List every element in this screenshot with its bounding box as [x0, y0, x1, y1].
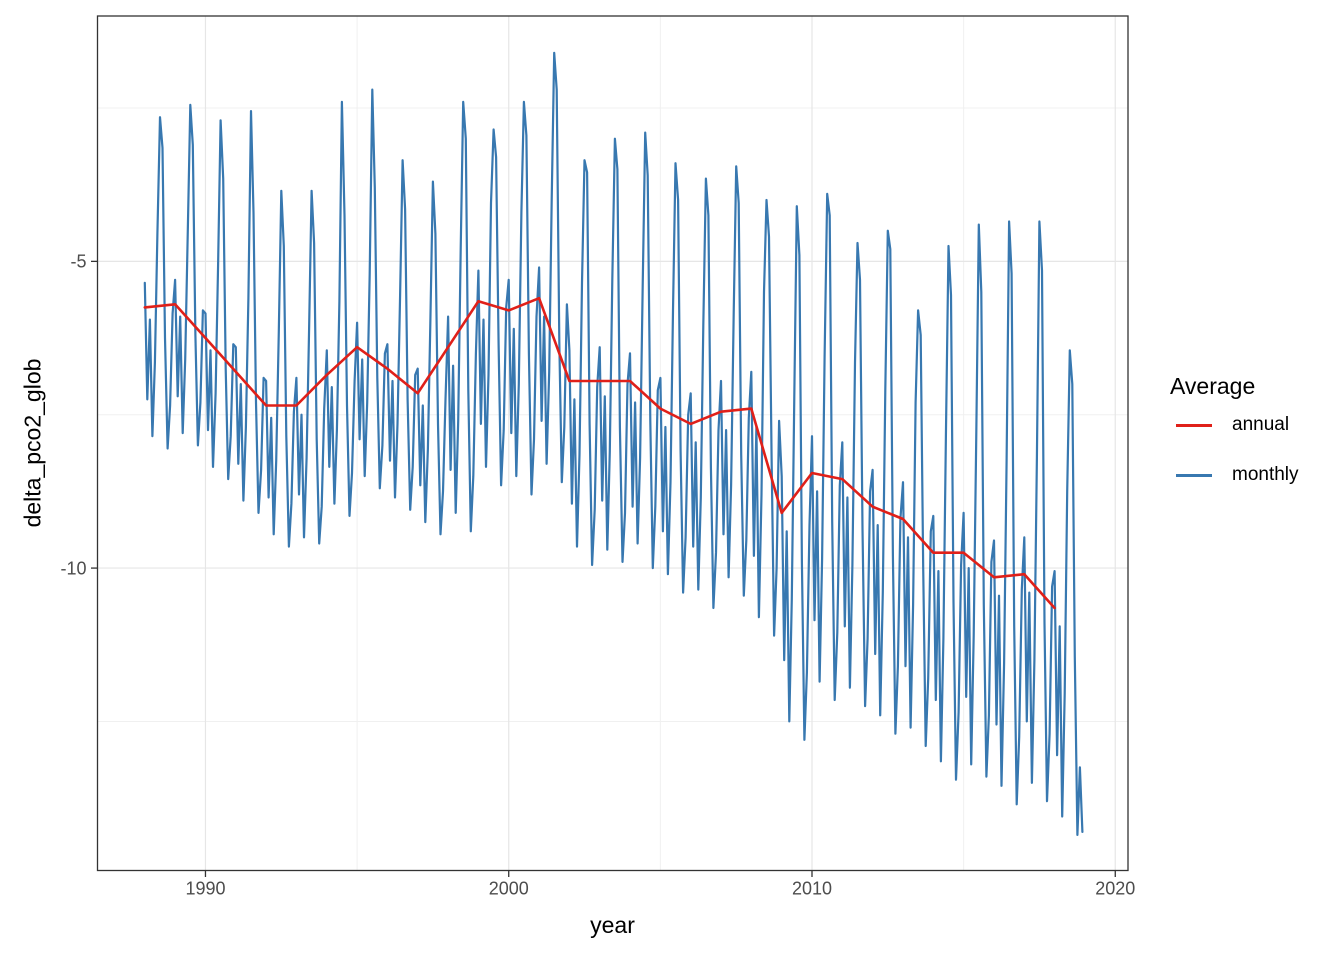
- y-axis-title: delta_pco2_glob: [19, 358, 46, 528]
- x-axis-title: year: [590, 912, 635, 938]
- x-tick-label: 2020: [1095, 879, 1135, 899]
- legend-title: Average: [1170, 373, 1256, 399]
- legend: Average annual monthly: [1170, 372, 1344, 500]
- annual-series-line: [143, 296, 1056, 610]
- monthly-series-line: [143, 51, 1084, 837]
- x-tick-label: 2000: [489, 879, 529, 899]
- x-tick-label: 1990: [185, 879, 225, 899]
- legend-label-annual: annual: [1232, 414, 1290, 435]
- x-tick-label: 2010: [792, 879, 832, 899]
- y-tick-label: -10: [60, 558, 86, 578]
- legend-item-monthly: monthly: [1170, 450, 1344, 500]
- monthly-line-swatch: [1176, 473, 1212, 477]
- y-tick-label: -5: [70, 252, 86, 272]
- panel-border: [96, 15, 1129, 872]
- annual-line-swatch: [1176, 423, 1212, 427]
- legend-label-monthly: monthly: [1232, 464, 1299, 485]
- legend-item-annual: annual: [1170, 400, 1344, 450]
